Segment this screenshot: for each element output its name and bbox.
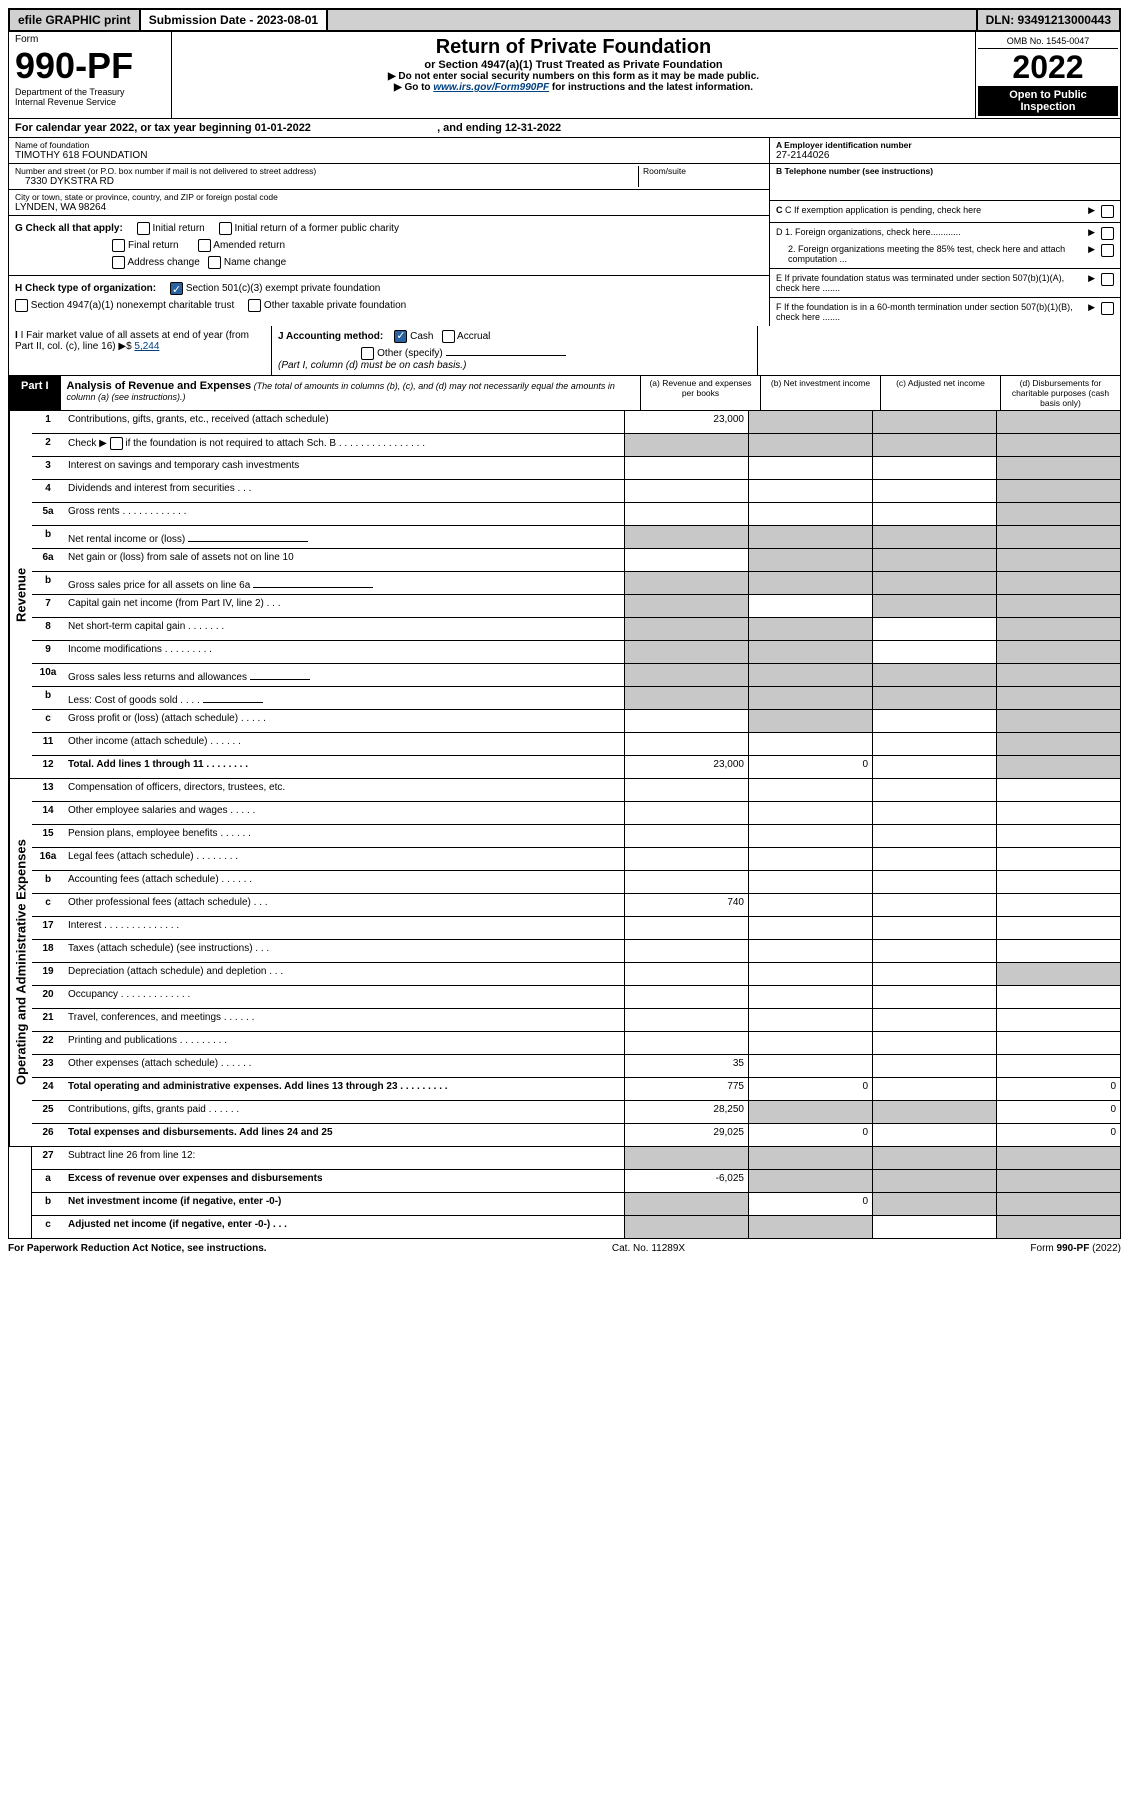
dln: DLN: 93491213000443 <box>976 10 1119 30</box>
expenses-label: Operating and Administrative Expenses <box>9 779 32 1146</box>
form-subtitle: or Section 4947(a)(1) Trust Treated as P… <box>176 59 971 71</box>
form-label: Form <box>15 34 165 45</box>
checkbox-cash[interactable] <box>394 330 407 343</box>
checkbox-initial-public[interactable] <box>219 222 232 235</box>
part-label: Part I <box>9 376 61 410</box>
irs-link[interactable]: www.irs.gov/Form990PF <box>433 82 549 93</box>
address: 7330 DYKSTRA RD <box>15 176 638 187</box>
revenue-label: Revenue <box>9 411 32 778</box>
checkbox-c[interactable] <box>1101 205 1114 218</box>
ein-label: A Employer identification number <box>776 140 912 150</box>
checkbox-address[interactable] <box>112 256 125 269</box>
note-2: ▶ Go to www.irs.gov/Form990PF for instru… <box>176 82 971 93</box>
revenue-section: Revenue 1Contributions, gifts, grants, e… <box>8 411 1121 779</box>
checkbox-d1[interactable] <box>1101 227 1114 240</box>
section-h: H Check type of organization: Section 50… <box>9 276 769 318</box>
tax-year: 2022 <box>978 49 1118 86</box>
checkbox-other-tax[interactable] <box>248 299 261 312</box>
phone-label: B Telephone number (see instructions) <box>776 166 933 176</box>
form-number: 990-PF <box>15 45 165 87</box>
efile-badge: efile GRAPHIC print <box>10 10 141 30</box>
section-ij: I I Fair market value of all assets at e… <box>8 326 1121 376</box>
cat-no: Cat. No. 11289X <box>612 1243 685 1254</box>
part1-header: Part I Analysis of Revenue and Expenses … <box>8 376 1121 411</box>
checkbox-d2[interactable] <box>1101 244 1114 257</box>
checkbox-f[interactable] <box>1101 302 1114 315</box>
checkbox-initial[interactable] <box>137 222 150 235</box>
fmv-value: 5,244 <box>134 341 159 352</box>
public-badge: Open to PublicInspection <box>978 86 1118 116</box>
identity-grid: Name of foundation TIMOTHY 618 FOUNDATIO… <box>8 138 1121 326</box>
ein: 27-2144026 <box>776 150 1114 161</box>
col-c-header: (c) Adjusted net income <box>881 376 1001 410</box>
city-label: City or town, state or province, country… <box>15 192 763 202</box>
expenses-section: Operating and Administrative Expenses 13… <box>8 779 1121 1147</box>
addr-label: Number and street (or P.O. box number if… <box>15 166 638 176</box>
checkbox-schb[interactable] <box>110 437 123 450</box>
checkbox-accrual[interactable] <box>442 330 455 343</box>
col-d-header: (d) Disbursements for charitable purpose… <box>1001 376 1120 410</box>
form-title: Return of Private Foundation <box>176 36 971 59</box>
calendar-year-row: For calendar year 2022, or tax year begi… <box>8 119 1121 138</box>
checkbox-4947[interactable] <box>15 299 28 312</box>
checkbox-amended[interactable] <box>198 239 211 252</box>
note-1: ▶ Do not enter social security numbers o… <box>176 71 971 82</box>
omb-number: OMB No. 1545-0047 <box>978 34 1118 49</box>
submission-date: Submission Date - 2023-08-01 <box>141 10 328 30</box>
name-label: Name of foundation <box>15 140 763 150</box>
col-b-header: (b) Net investment income <box>761 376 881 410</box>
summary-section: 27Subtract line 26 from line 12: aExcess… <box>8 1147 1121 1239</box>
form-ref: Form 990-PF (2022) <box>1030 1243 1121 1254</box>
page-footer: For Paperwork Reduction Act Notice, see … <box>8 1239 1121 1258</box>
room-label: Room/suite <box>643 166 763 176</box>
top-bar: efile GRAPHIC print Submission Date - 20… <box>8 8 1121 32</box>
city-state-zip: LYNDEN, WA 98264 <box>15 202 763 213</box>
col-a-header: (a) Revenue and expenses per books <box>641 376 761 410</box>
checkbox-final[interactable] <box>112 239 125 252</box>
dept-1: Department of the Treasury <box>15 87 165 97</box>
dept-2: Internal Revenue Service <box>15 97 165 107</box>
paperwork-notice: For Paperwork Reduction Act Notice, see … <box>8 1243 267 1254</box>
checkbox-501c3[interactable] <box>170 282 183 295</box>
checkbox-e[interactable] <box>1101 273 1114 286</box>
form-header: Form 990-PF Department of the Treasury I… <box>8 32 1121 119</box>
foundation-name: TIMOTHY 618 FOUNDATION <box>15 150 763 161</box>
section-g: G Check all that apply: Initial return I… <box>9 216 769 276</box>
checkbox-namechange[interactable] <box>208 256 221 269</box>
checkbox-other-method[interactable] <box>361 347 374 360</box>
